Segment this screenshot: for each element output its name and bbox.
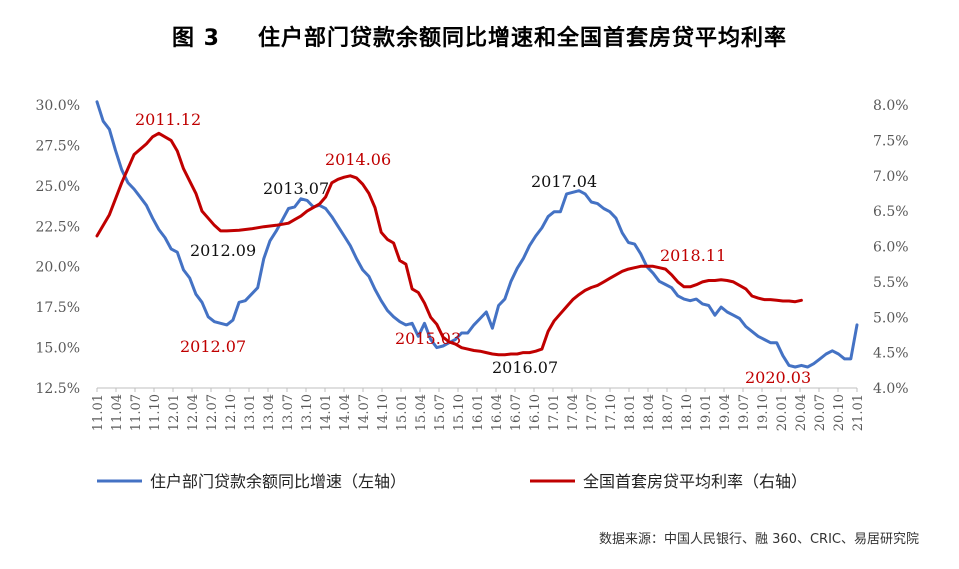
x-axis-tick-label: 18.07 — [661, 394, 676, 431]
x-axis-tick-label: 17.01 — [547, 394, 562, 431]
x-axis-tick-label: 19.10 — [756, 394, 771, 431]
left-axis-tick: 20.0% — [36, 260, 80, 276]
x-axis-tick-label: 18.01 — [623, 394, 638, 431]
right-axis-tick: 5.5% — [873, 275, 909, 291]
left-axis-tick: 15.0% — [36, 341, 80, 357]
x-axis-tick-label: 16.01 — [471, 394, 486, 431]
x-axis-tick-label: 11.04 — [110, 394, 125, 431]
x-axis-tick-label: 20.07 — [813, 394, 828, 431]
right-axis-tick: 4.5% — [873, 346, 909, 362]
x-axis-tick-label: 19.07 — [737, 394, 752, 431]
x-axis-tick-label: 16.10 — [528, 394, 543, 431]
x-axis-tick-label: 12.01 — [167, 394, 182, 431]
left-axis-ticks: 30.0% 27.5% 25.0% 22.5% 20.0% 17.5% 15.0% 12.5% — [36, 98, 80, 397]
annotation-label: 2016.07 — [492, 358, 558, 377]
chart-title: 图 3 住户部门贷款余额同比增速和全国首套房贷平均利率 — [0, 20, 959, 52]
legend: 住户部门贷款余额同比增速（左轴） 全国首套房贷平均利率（右轴） — [97, 472, 807, 491]
right-axis-tick: 7.5% — [873, 133, 909, 149]
x-axis-tick-label: 15.07 — [433, 394, 448, 431]
x-axis-tick-label: 21.01 — [851, 394, 866, 431]
x-axis-tick-label: 17.10 — [604, 394, 619, 431]
x-axis-tick-label: 12.04 — [186, 394, 201, 431]
x-axis-tick-label: 15.01 — [395, 394, 410, 431]
x-axis-tick-label: 14.01 — [319, 394, 334, 431]
x-axis-tick-label: 15.10 — [452, 394, 467, 431]
x-axis-tick-label: 12.10 — [224, 394, 239, 431]
legend-label: 全国首套房贷平均利率（右轴） — [583, 472, 807, 491]
x-axis-tick-label: 12.07 — [205, 394, 220, 431]
x-axis-tick-label: 16.07 — [509, 394, 524, 431]
left-axis-tick: 30.0% — [36, 98, 80, 114]
left-axis-tick: 22.5% — [36, 219, 80, 235]
x-axis-tick-label: 14.04 — [338, 394, 353, 431]
left-axis-tick: 17.5% — [36, 300, 80, 316]
right-axis-tick: 6.0% — [873, 240, 909, 256]
annotation-label: 2012.07 — [180, 337, 246, 356]
x-axis-tick-label: 20.01 — [775, 394, 790, 431]
left-axis-tick: 25.0% — [36, 179, 80, 195]
series-lines — [95, 100, 859, 369]
x-axis-tick-label: 17.07 — [585, 394, 600, 431]
x-axis-tick-label: 20.04 — [794, 394, 809, 431]
right-axis-tick: 6.5% — [873, 204, 909, 220]
figure-number: 图 3 — [172, 26, 220, 51]
annotation-label: 2014.06 — [325, 150, 391, 169]
legend-label: 住户部门贷款余额同比增速（左轴） — [150, 472, 406, 491]
right-axis-tick: 7.0% — [873, 169, 909, 185]
x-axis-tick-label: 11.01 — [91, 394, 106, 431]
x-axis-tick-label: 13.04 — [262, 394, 277, 431]
x-axis-tick-label: 13.07 — [281, 394, 296, 431]
x-axis-tick-label: 11.07 — [129, 394, 144, 431]
x-axis-tick-label: 19.04 — [718, 394, 733, 431]
title-text: 住户部门贷款余额同比增速和全国首套房贷平均利率 — [257, 26, 787, 51]
x-axis-tick-label: 19.01 — [699, 394, 714, 431]
x-axis-tick-label: 17.04 — [566, 394, 581, 431]
left-axis-tick: 12.5% — [36, 381, 80, 397]
x-axis-tick-label: 16.04 — [490, 394, 505, 431]
x-axis-tick-label: 14.10 — [376, 394, 391, 431]
x-axis-tick-label: 13.01 — [243, 394, 258, 431]
annotation-label: 2018.11 — [660, 246, 726, 265]
x-axis-tick-label: 18.04 — [642, 394, 657, 431]
annotation-label: 2020.03 — [745, 368, 811, 387]
right-axis-ticks: 8.0% 7.5% 7.0% 6.5% 6.0% 5.5% 5.0% 4.5% 4.0% — [873, 98, 909, 397]
x-axis-ticks: 11.01 11.04 11.07 11.10 12.01 12.04 12.07 12.10… — [91, 388, 866, 431]
annotation-label: 2015.03 — [395, 329, 461, 348]
annotation-label: 2017.04 — [531, 172, 597, 191]
series-line-household-loan-growth — [95, 100, 859, 369]
x-axis-tick-label: 15.04 — [414, 394, 429, 431]
x-axis-tick-label: 11.10 — [148, 394, 163, 431]
annotation-label: 2013.07 — [263, 179, 329, 198]
x-axis-tick-label: 20.10 — [832, 394, 847, 431]
right-axis-tick: 4.0% — [873, 381, 909, 397]
data-source: 数据来源：中国人民银行、融 360、CRIC、易居研究院 — [599, 532, 919, 547]
right-axis-tick: 5.0% — [873, 310, 909, 326]
x-axis-tick-label: 18.10 — [680, 394, 695, 431]
series-line-first-home-mortgage-rate — [95, 131, 803, 357]
x-axis-tick-label: 14.07 — [357, 394, 372, 431]
right-axis-tick: 8.0% — [873, 98, 909, 114]
annotation-label: 2011.12 — [135, 110, 201, 129]
annotation-label: 2012.09 — [190, 241, 256, 260]
x-axis-tick-label: 13.10 — [300, 394, 315, 431]
annotations: 2011.12 2012.09 2012.07 2013.07 2014.06 2015.… — [135, 110, 811, 387]
left-axis-tick: 27.5% — [36, 138, 80, 154]
